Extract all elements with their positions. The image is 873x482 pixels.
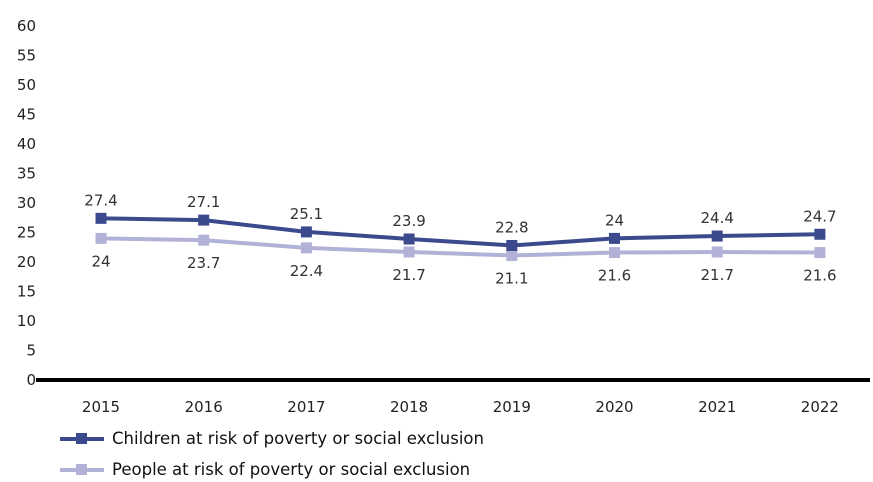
series-0-data-label: 27.1 [187,193,220,211]
y-tick-label: 20 [17,253,36,271]
y-tick-label: 55 [17,47,36,65]
y-axis: 0 5 10 15 20 25 30 35 40 45 50 55 60 [17,17,36,389]
series-1-point [198,234,210,246]
y-tick-label: 0 [26,371,36,389]
legend-label-children: Children at risk of poverty or social ex… [112,429,484,448]
series-1-data-label: 21.1 [495,270,528,288]
x-tick-label: 2015 [82,398,120,416]
x-tick-label: 2020 [595,398,633,416]
series-0-point [198,214,210,226]
y-tick-label: 5 [26,342,36,360]
legend-item-people: People at risk of poverty or social excl… [60,460,470,479]
y-tick-label: 40 [17,135,36,153]
legend-label-people: People at risk of poverty or social excl… [112,460,471,479]
x-tick-label: 2018 [390,398,428,416]
data-labels: 24 23.7 22.4 21.7 21.1 21.6 21.7 21.6 27.4 27.1 25… [84,191,836,287]
series-layer [95,212,826,262]
series-0-point [711,230,723,242]
series-0-data-label: 27.4 [84,191,117,209]
series-1-data-label: 21.7 [700,266,733,284]
series-0-point [95,212,107,224]
series-1-data-label: 21.7 [392,266,425,284]
series-line-0 [100,216,820,248]
series-1-point [506,250,518,262]
series-1-point [95,232,107,244]
series-1-data-label: 23.7 [187,254,220,272]
series-0-point [403,233,415,245]
x-axis: 2015 2016 2017 2018 2019 2020 2021 2022 [36,378,870,416]
legend-swatch-children [60,432,104,446]
series-1-data-label: 21.6 [598,267,631,285]
series-0-data-label: 23.9 [392,212,425,230]
x-tick-label: 2016 [185,398,223,416]
x-tick-label: 2019 [493,398,531,416]
series-1-point [609,247,620,259]
x-tick-label: 2021 [698,398,736,416]
series-1-point [814,247,826,259]
legend-swatch-people [60,463,104,477]
y-tick-label: 60 [17,17,36,35]
series-1-point [403,246,415,258]
series-0-data-label: 25.1 [290,205,323,223]
series-0-data-label: 24.7 [803,207,836,225]
series-line-1 [100,236,820,258]
series-1-point [300,242,312,254]
series-0-point [506,239,518,251]
series-0-point [814,228,826,240]
series-0-data-label: 22.8 [495,218,528,236]
y-tick-label: 25 [17,224,36,242]
legend-item-children: Children at risk of poverty or social ex… [60,429,484,448]
y-tick-label: 45 [17,106,36,124]
y-tick-label: 30 [17,194,36,212]
series-0-data-label: 24.4 [700,209,733,227]
y-tick-label: 15 [17,283,36,301]
y-tick-label: 50 [17,76,36,94]
y-tick-label: 10 [17,312,36,330]
series-0-data-label: 24 [605,211,624,229]
series-1-point [711,246,723,258]
series-1-data-label: 22.4 [290,262,323,280]
series-0-point [300,226,312,238]
series-0-point [609,232,620,244]
y-tick-label: 35 [17,165,36,183]
series-1-data-label: 24 [91,252,110,270]
x-tick-label: 2017 [287,398,325,416]
x-tick-label: 2022 [801,398,839,416]
series-1-data-label: 21.6 [803,267,836,285]
